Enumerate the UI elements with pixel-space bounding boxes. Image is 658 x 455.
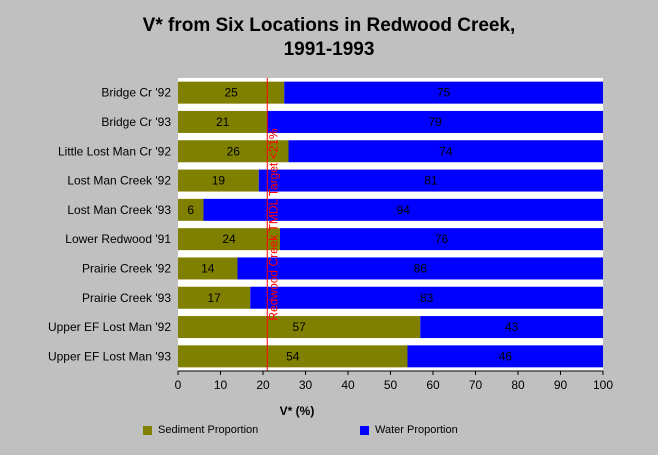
category-label-5: Lower Redwood '91 — [65, 232, 171, 246]
data-label-water-0: 75 — [437, 86, 451, 100]
bar-water-1 — [267, 110, 603, 133]
data-label-sediment-5: 24 — [222, 232, 236, 246]
data-label-water-4: 94 — [397, 203, 411, 217]
category-label-4: Lost Man Creek '93 — [67, 203, 171, 217]
bar-sediment-1 — [178, 110, 268, 133]
bars-group — [178, 81, 603, 368]
data-label-water-8: 43 — [505, 320, 519, 334]
legend-item-water: Water Proportion — [360, 424, 458, 436]
bar-sediment-5 — [178, 228, 280, 251]
bar-sediment-9 — [178, 345, 408, 368]
x-tick-label-8: 80 — [511, 378, 525, 392]
chart-title-line-2: 1991-1993 — [283, 39, 375, 60]
data-label-sediment-9: 54 — [286, 349, 300, 363]
bar-water-8 — [420, 316, 603, 339]
bar-water-9 — [407, 345, 603, 368]
bar-sediment-2 — [178, 140, 289, 163]
bar-water-4 — [203, 198, 603, 221]
data-label-water-1: 79 — [428, 115, 442, 129]
bar-sediment-7 — [178, 286, 251, 309]
bar-sediment-3 — [178, 169, 259, 192]
bar-sediment-0 — [178, 81, 285, 104]
x-axis: 0 10 20 30 40 50 60 70 80 90 100 — [175, 370, 613, 392]
reference-line-group: Redwood Creek TMDL Target <21% — [266, 78, 280, 371]
bar-water-5 — [280, 228, 603, 251]
data-label-water-9: 46 — [499, 349, 513, 363]
bar-sediment-8 — [178, 316, 421, 339]
data-label-water-2: 74 — [439, 144, 453, 158]
data-label-sediment-8: 57 — [292, 320, 306, 334]
legend-label-water: Water Proportion — [375, 424, 458, 436]
data-label-sediment-1: 21 — [216, 115, 230, 129]
data-label-water-6: 86 — [414, 261, 428, 275]
bar-water-0 — [284, 81, 603, 104]
data-label-sediment-0: 25 — [224, 86, 238, 100]
x-tick-label-1: 10 — [214, 378, 228, 392]
category-label-6: Prairie Creek '92 — [82, 261, 171, 275]
legend-swatch-sediment — [143, 425, 152, 435]
x-tick-label-2: 20 — [256, 378, 270, 392]
chart-title: V* from Six Locations in Redwood Creek, … — [0, 14, 658, 62]
data-label-sediment-6: 14 — [201, 261, 215, 275]
x-tick-label-6: 60 — [426, 378, 440, 392]
category-label-9: Upper EF Lost Man '93 — [48, 349, 171, 363]
category-label-1: Bridge Cr '93 — [101, 115, 171, 129]
legend-swatch-water — [360, 425, 369, 435]
data-label-sediment-3: 19 — [212, 174, 226, 188]
x-tick-label-10: 100 — [593, 378, 613, 392]
x-tick-label-5: 50 — [384, 378, 398, 392]
bar-water-2 — [288, 140, 603, 163]
category-label-8: Upper EF Lost Man '92 — [48, 320, 171, 334]
legend-label-sediment: Sediment Proportion — [158, 424, 259, 436]
data-label-water-7: 83 — [420, 291, 434, 305]
bar-water-7 — [250, 286, 603, 309]
data-label-sediment-2: 26 — [227, 144, 241, 158]
legend: Sediment Proportion Water Proportion — [0, 424, 658, 444]
category-label-7: Prairie Creek '93 — [82, 291, 171, 305]
bar-water-3 — [258, 169, 603, 192]
category-label-0: Bridge Cr '92 — [101, 86, 171, 100]
data-label-sediment-4: 6 — [187, 203, 194, 217]
x-tick-label-9: 90 — [554, 378, 568, 392]
x-tick-label-0: 0 — [175, 378, 182, 392]
x-axis-label: V* (%) — [280, 404, 315, 418]
bar-water-6 — [237, 257, 603, 280]
reference-line-label: Redwood Creek TMDL Target <21% — [266, 128, 280, 321]
data-label-water-5: 76 — [435, 232, 449, 246]
value-labels: 25 75 21 79 26 74 19 81 6 94 24 76 14 86 17 83 57 43 54 46 — [187, 86, 518, 364]
legend-item-sediment: Sediment Proportion — [143, 424, 258, 436]
bar-sediment-4 — [178, 198, 204, 221]
x-tick-label-7: 70 — [469, 378, 483, 392]
category-label-2: Little Lost Man Cr '92 — [58, 144, 171, 158]
x-tick-label-3: 30 — [299, 378, 313, 392]
category-label-3: Lost Man Creek '92 — [67, 174, 171, 188]
chart-title-line-1: V* from Six Locations in Redwood Creek, — [142, 15, 516, 36]
bar-sediment-6 — [178, 257, 238, 280]
data-label-sediment-7: 17 — [207, 291, 221, 305]
category-labels: Bridge Cr '92 Bridge Cr '93 Little Lost Ma… — [48, 86, 171, 364]
data-label-water-3: 81 — [424, 174, 438, 188]
x-tick-label-4: 40 — [341, 378, 355, 392]
